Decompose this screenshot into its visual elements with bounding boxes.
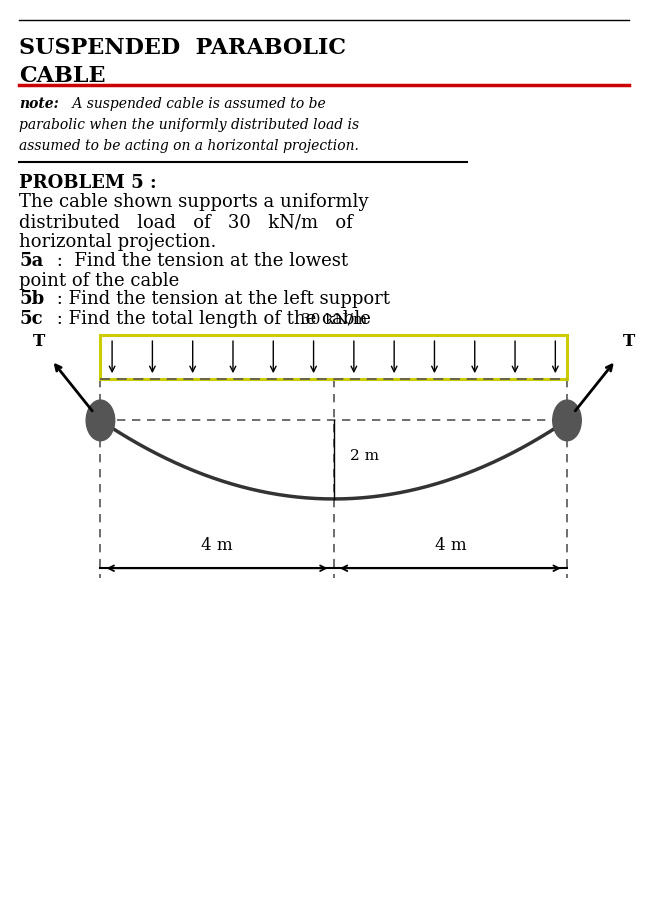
Text: 5a: 5a — [19, 252, 43, 270]
Text: :  Find the tension at the lowest: : Find the tension at the lowest — [51, 252, 348, 270]
Text: PROBLEM 5 :: PROBLEM 5 : — [19, 174, 157, 191]
Bar — [100, 335, 567, 379]
Text: 4 m: 4 m — [435, 538, 466, 554]
Text: distributed   load   of   30   kN/m   of: distributed load of 30 kN/m of — [19, 213, 353, 231]
Circle shape — [553, 400, 581, 441]
Text: A suspended cable is assumed to be: A suspended cable is assumed to be — [68, 97, 326, 111]
Text: 5b: 5b — [19, 290, 45, 308]
Text: CABLE: CABLE — [19, 65, 106, 87]
Text: note:: note: — [19, 97, 59, 111]
Text: 5c: 5c — [19, 310, 43, 327]
Text: T: T — [623, 334, 634, 350]
Text: point of the cable: point of the cable — [19, 272, 179, 289]
Text: : Find the total length of the cable: : Find the total length of the cable — [51, 310, 371, 327]
Text: The cable shown supports a uniformly: The cable shown supports a uniformly — [19, 193, 369, 211]
Text: : Find the tension at the left support: : Find the tension at the left support — [51, 290, 389, 308]
Text: assumed to be acting on a horizontal projection.: assumed to be acting on a horizontal pro… — [19, 139, 359, 152]
Text: T: T — [33, 334, 45, 350]
Text: horizontal projection.: horizontal projection. — [19, 233, 217, 250]
Text: SUSPENDED  PARABOLIC: SUSPENDED PARABOLIC — [19, 37, 347, 59]
Text: 2 m: 2 m — [350, 449, 379, 463]
Text: 4 m: 4 m — [202, 538, 233, 554]
Text: parabolic when the uniformly distributed load is: parabolic when the uniformly distributed… — [19, 118, 360, 132]
Circle shape — [86, 400, 115, 441]
Text: 30 kN/m: 30 kN/m — [301, 312, 367, 326]
